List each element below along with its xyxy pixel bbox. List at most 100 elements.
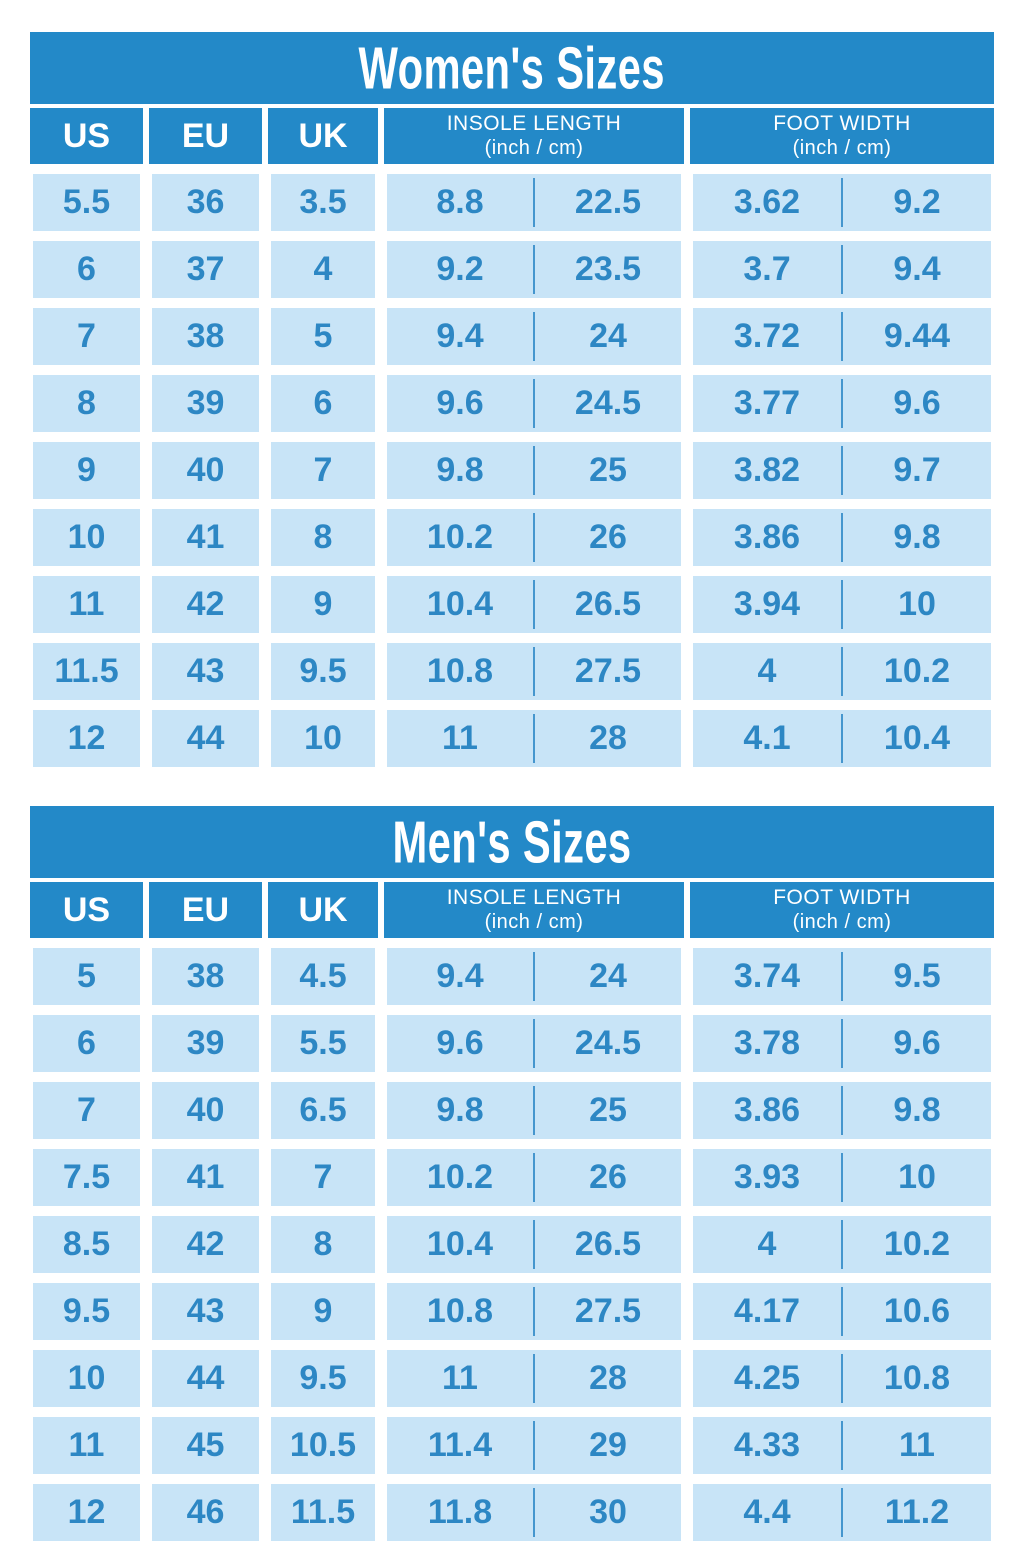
cell-eu: 45 [152,1417,259,1474]
insole-inch-value: 9.8 [436,1091,484,1129]
cell-eu: 41 [152,1149,259,1206]
divider-line [841,714,843,763]
cell-foot-width: 4.33 11 [693,1417,991,1474]
divider-line [841,1488,843,1537]
insole-inch-value: 11.4 [427,1426,493,1464]
insole-cm-value: 26.5 [574,585,642,623]
divider-line [533,379,535,428]
insole-inch-value: 9.8 [436,451,484,489]
divider-line [841,312,843,361]
cell-foot-width: 4.1 10.4 [693,710,991,767]
cell-insole-length: 9.2 23.5 [387,241,681,298]
foot-header-unit: (inch / cm) [792,136,892,159]
divider-line [533,245,535,294]
foot-inch-value: 4.1 [743,719,791,757]
divider-line [841,379,843,428]
cell-uk: 8 [271,1216,375,1273]
divider-line [533,647,535,696]
foot-cm-value: 9.44 [883,317,951,355]
foot-inch-value: 3.94 [733,585,801,623]
col-header-insole-length: INSOLE LENGTH (inch / cm) [384,108,684,164]
insole-inch-value: 11 [442,719,478,757]
cell-eu: 43 [152,1283,259,1340]
cell-uk: 11.5 [271,1484,375,1541]
cell-uk: 6.5 [271,1082,375,1139]
divider-line [841,513,843,562]
women-table-title: Women's Sizes [358,34,666,102]
cell-foot-width: 3.93 10 [693,1149,991,1206]
foot-header-label: FOOT WIDTH [773,111,911,135]
divider-line [533,312,535,361]
cell-eu: 42 [152,1216,259,1273]
cell-us: 9 [33,442,140,499]
foot-inch-value: 3.7 [743,250,791,288]
cell-insole-length: 10.8 27.5 [387,1283,681,1340]
cell-insole-length: 10.4 26.5 [387,1216,681,1273]
foot-inch-value: 3.86 [733,1091,801,1129]
cell-foot-width: 4.4 11.2 [693,1484,991,1541]
foot-inch-value: 3.77 [733,384,801,422]
cell-us: 9.5 [33,1283,140,1340]
insole-inch-value: 10.4 [426,1225,494,1263]
insole-inch-value: 9.6 [436,384,484,422]
foot-cm-value: 10.2 [883,652,951,690]
foot-inch-value: 4.25 [733,1359,801,1397]
cell-eu: 40 [152,1082,259,1139]
cell-us: 7 [33,1082,140,1139]
divider-line [841,1220,843,1269]
divider-line [841,1153,843,1202]
women-table-grid: US EU UK INSOLE LENGTH (inch / cm) FOOT … [30,104,994,772]
insole-inch-value: 10.8 [426,652,494,690]
divider-line [533,1488,535,1537]
cell-insole-length: 11 28 [387,1350,681,1407]
cell-foot-width: 3.7 9.4 [693,241,991,298]
cell-uk: 9.5 [271,1350,375,1407]
men-table-grid: US EU UK INSOLE LENGTH (inch / cm) FOOT … [30,878,994,1546]
insole-cm-value: 25 [589,451,627,489]
insole-cm-value: 27.5 [574,652,642,690]
divider-line [533,1086,535,1135]
foot-cm-value: 9.6 [893,384,941,422]
cell-eu: 38 [152,308,259,365]
cell-insole-length: 9.6 24.5 [387,375,681,432]
insole-cm-value: 30 [589,1493,627,1531]
insole-cm-value: 27.5 [574,1292,642,1330]
cell-insole-length: 10.2 26 [387,509,681,566]
foot-inch-value: 3.62 [733,183,801,221]
cell-uk: 6 [271,375,375,432]
cell-uk: 8 [271,509,375,566]
cell-foot-width: 3.86 9.8 [693,1082,991,1139]
insole-cm-value: 26.5 [574,1225,642,1263]
cell-eu: 46 [152,1484,259,1541]
cell-us: 5 [33,948,140,1005]
cell-uk: 7 [271,442,375,499]
divider-line [841,1421,843,1470]
cell-us: 7.5 [33,1149,140,1206]
cell-uk: 7 [271,1149,375,1206]
insole-inch-value: 9.6 [436,1024,484,1062]
cell-insole-length: 10.2 26 [387,1149,681,1206]
foot-cm-value: 9.5 [893,957,941,995]
insole-header-label: INSOLE LENGTH [446,111,622,135]
insole-cm-value: 22.5 [574,183,642,221]
divider-line [533,1153,535,1202]
cell-us: 12 [33,710,140,767]
foot-cm-value: 9.4 [893,250,941,288]
col-header-eu: EU [149,108,262,164]
insole-header-unit: (inch / cm) [484,910,584,933]
insole-cm-value: 24 [589,317,627,355]
cell-eu: 40 [152,442,259,499]
cell-insole-length: 9.4 24 [387,948,681,1005]
cell-eu: 44 [152,710,259,767]
cell-foot-width: 3.74 9.5 [693,948,991,1005]
cell-uk: 5 [271,308,375,365]
divider-line [841,647,843,696]
foot-cm-value: 10.4 [883,719,951,757]
divider-line [533,1354,535,1403]
foot-cm-value: 11.2 [884,1493,950,1531]
divider-line [533,1287,535,1336]
cell-foot-width: 3.72 9.44 [693,308,991,365]
divider-line [841,1019,843,1068]
foot-cm-value: 10.8 [883,1359,951,1397]
col-header-uk: UK [268,108,378,164]
